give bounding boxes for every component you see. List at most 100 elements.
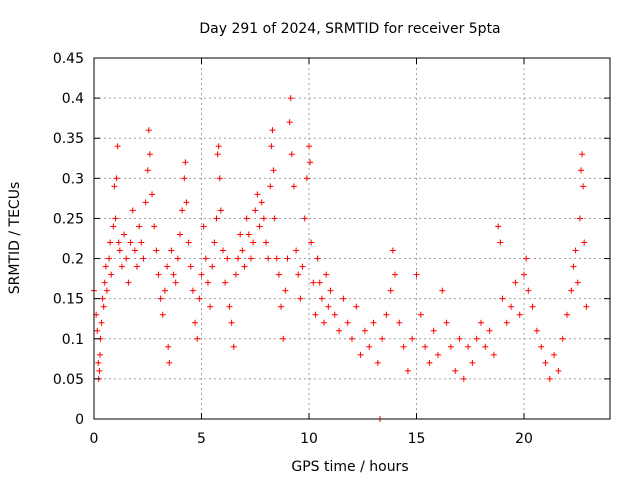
x-axis-label: GPS time / hours [291, 459, 408, 475]
data-point [142, 199, 149, 206]
data-point [460, 375, 467, 382]
data-point [185, 239, 192, 246]
data-point [140, 255, 147, 262]
plot-frame [93, 57, 611, 420]
data-point [516, 311, 523, 318]
data-point [379, 335, 386, 342]
data-point [220, 247, 226, 254]
x-tick-label: 0 [90, 431, 99, 447]
data-point [282, 287, 289, 294]
data-point [252, 207, 259, 214]
data-point [254, 191, 261, 198]
data-point [389, 247, 396, 254]
data-point [170, 271, 177, 278]
data-point [258, 199, 265, 206]
data-point [115, 239, 122, 246]
data-point [256, 223, 263, 230]
data-point [361, 327, 368, 334]
data-point [465, 343, 472, 350]
data-point [237, 231, 244, 238]
data-point [123, 255, 130, 262]
data-point [224, 255, 231, 262]
data-point [151, 223, 158, 230]
data-point [331, 311, 338, 318]
data-point [131, 247, 138, 254]
y-tick-label: 0.2 [62, 252, 84, 268]
data-point [107, 239, 114, 246]
data-point [306, 143, 312, 150]
data-point [288, 151, 295, 158]
data-point [473, 335, 480, 342]
data-point [422, 343, 429, 350]
data-point [323, 271, 330, 278]
data-point [267, 183, 274, 190]
data-point [121, 231, 128, 238]
data-point [100, 303, 107, 310]
data-point [108, 271, 115, 278]
data-point [409, 335, 416, 342]
data-point [239, 247, 246, 254]
data-point [114, 143, 121, 150]
data-point [349, 335, 355, 342]
data-point [551, 351, 558, 358]
data-point [469, 359, 476, 366]
data-point [269, 127, 276, 134]
data-point [293, 247, 300, 254]
data-point [392, 271, 398, 278]
data-point [145, 127, 152, 134]
data-point [366, 343, 373, 350]
data-point [187, 263, 194, 270]
data-point [286, 119, 293, 126]
data-point [314, 255, 321, 262]
data-point [271, 215, 278, 222]
data-point [116, 247, 123, 254]
data-point [134, 263, 140, 270]
data-point [299, 263, 306, 270]
data-point [435, 351, 441, 358]
data-point [232, 271, 239, 278]
data-point [275, 271, 282, 278]
data-point [430, 327, 437, 334]
data-point [308, 239, 315, 246]
data-point [177, 231, 183, 238]
data-point [499, 295, 506, 302]
data-point [443, 319, 450, 326]
y-tick-labels: 0 0.05 0.1 0.15 0.2 0.25 0.3 0.35 0.4 0.45 [53, 51, 84, 428]
data-point [316, 279, 323, 286]
data-point [97, 351, 104, 358]
data-point [268, 143, 275, 150]
data-point [198, 271, 205, 278]
data-point [581, 239, 588, 246]
data-point [318, 295, 325, 302]
data-point [417, 311, 424, 318]
data-point [521, 271, 527, 278]
data-point [226, 303, 233, 310]
data-point [111, 183, 118, 190]
data-point [112, 215, 119, 222]
x-tick-label: 15 [408, 431, 426, 447]
data-point [538, 343, 545, 350]
data-point [106, 255, 113, 262]
data-point [230, 343, 237, 350]
data-point [168, 247, 175, 254]
data-point [146, 151, 153, 158]
data-point [456, 335, 463, 342]
data-point [486, 327, 493, 334]
y-tick-label: 0.1 [62, 332, 84, 348]
data-point [214, 151, 221, 158]
data-point [559, 335, 566, 342]
data-point [243, 215, 250, 222]
data-point [157, 295, 164, 302]
data-point [166, 359, 173, 366]
data-point [99, 295, 106, 302]
chart-title: Day 291 of 2024, SRMTID for receiver 5pt… [199, 21, 500, 37]
data-point [396, 319, 403, 326]
data-point [213, 215, 220, 222]
data-point [579, 151, 586, 158]
data-point [209, 263, 216, 270]
data-point [280, 335, 287, 342]
data-point [546, 375, 553, 382]
data-point [303, 175, 310, 182]
data-point [383, 311, 390, 318]
data-point [439, 287, 446, 294]
